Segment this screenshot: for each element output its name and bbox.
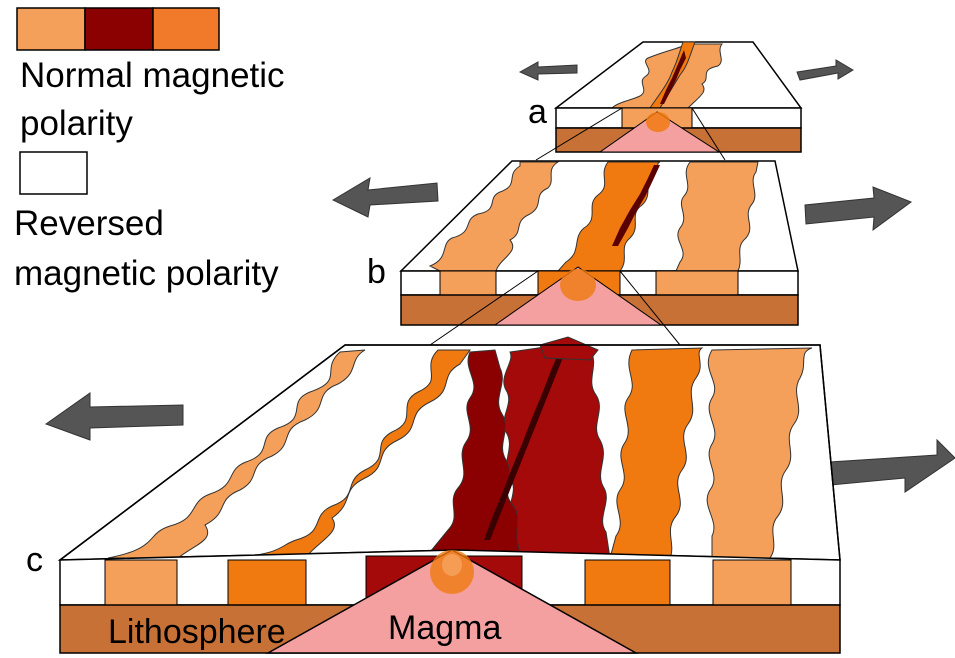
legend-reversed-line1: Reversed [14, 204, 164, 243]
arrow-right-a [796, 59, 854, 81]
magma-label: Magma [388, 609, 502, 647]
stage-label-a: a [528, 93, 547, 131]
legend-normal-line2: polarity [20, 104, 133, 143]
swatch-orange [152, 7, 220, 51]
block-a-magma-glow [646, 112, 670, 132]
block-c-side-normal-3 [584, 559, 671, 606]
spreading-arrows [44, 59, 955, 493]
block-a [553, 41, 803, 153]
legend-reversed-swatch [19, 151, 88, 195]
block-b-magma-glow [560, 269, 596, 301]
zoom-lines-ab [535, 107, 726, 161]
arrow-left-c [44, 392, 184, 441]
stage-label-c: c [26, 541, 43, 579]
block-c-ridge-peak [539, 336, 599, 361]
block-b-side-normal-right [655, 270, 739, 296]
arrow-right-c [829, 438, 955, 493]
block-c-normal-stripe-4 [706, 347, 813, 559]
arrow-right-b [804, 186, 913, 232]
legend-normal-line1: Normal magnetic [20, 56, 285, 95]
block-a-ridge [660, 50, 686, 104]
zoom-lines-bc [429, 270, 681, 346]
block-c-normal-stripe-2 [227, 349, 471, 559]
block-c-side-normal-2 [227, 559, 307, 606]
block-c-normal-stripe-1 [107, 349, 366, 559]
block-b-ridge [612, 165, 660, 246]
arrow-left-a [518, 61, 578, 81]
block-c-magma [265, 549, 639, 654]
block-c-side-normal-1 [104, 559, 178, 606]
block-a-magma [598, 111, 721, 153]
block-c-normal-stripe-3 [609, 347, 704, 559]
block-c-ridge [484, 345, 568, 540]
block-a-normal-stripe [610, 43, 723, 109]
block-b-side-normal-left [439, 270, 497, 296]
swatch-dark-red [84, 7, 154, 51]
lithosphere-label: Lithosphere [108, 613, 286, 651]
legend-normal-swatch [16, 7, 220, 51]
block-c [57, 336, 841, 654]
arrow-left-b [331, 177, 439, 218]
legend-reversed-line2: magnetic polarity [14, 254, 279, 293]
block-b [399, 160, 799, 326]
stage-label-b: b [367, 253, 386, 291]
block-c-side-normal-4 [712, 559, 792, 606]
swatch-light-orange [16, 7, 86, 51]
